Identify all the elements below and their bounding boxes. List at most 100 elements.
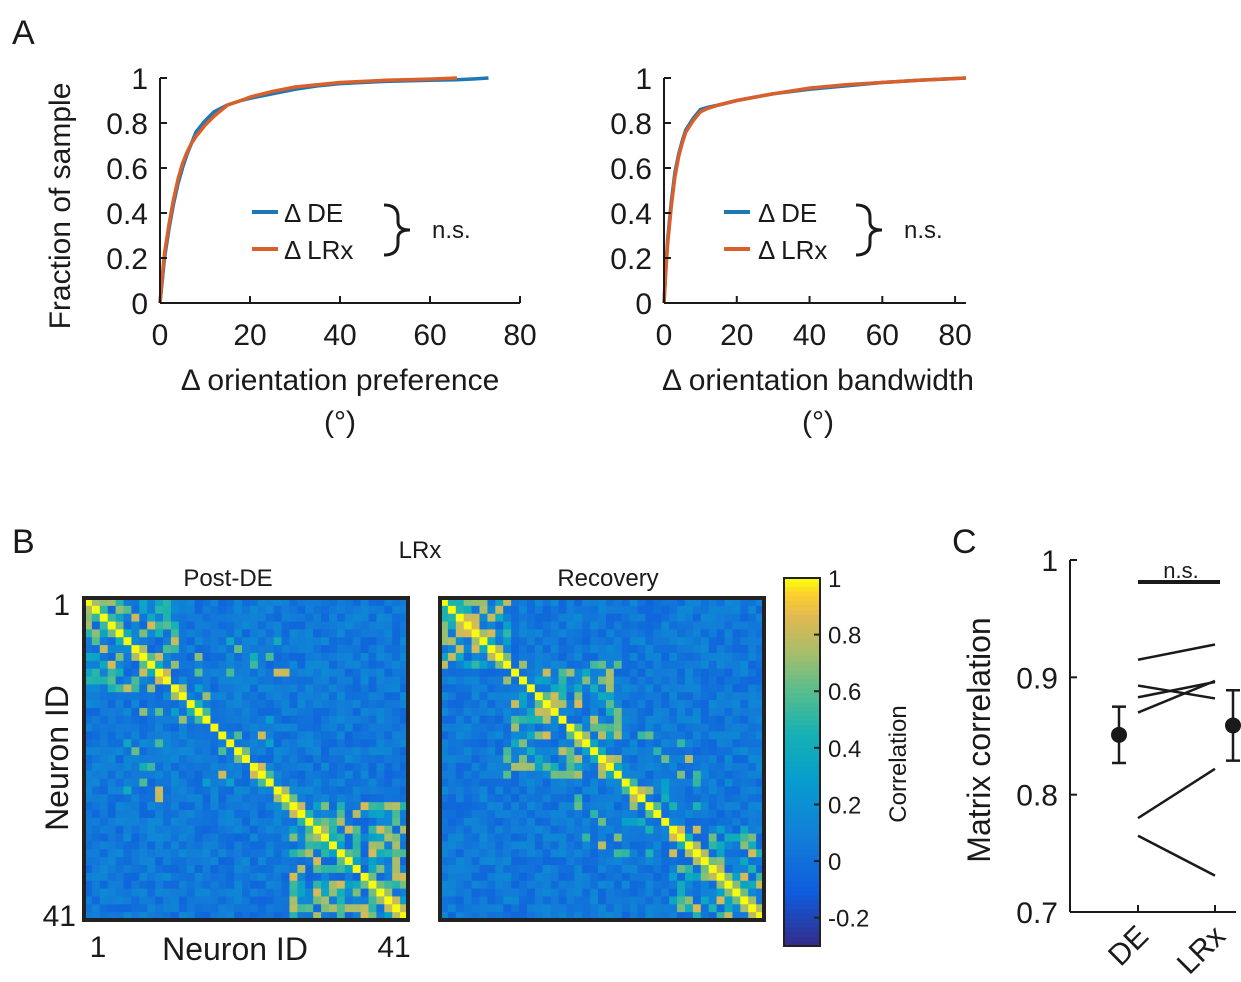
heatmap-cell [511, 802, 520, 811]
heatmap-cell [400, 645, 409, 654]
heatmap-cell [629, 770, 639, 780]
heatmap-cell [139, 755, 148, 764]
heatmap-cell [234, 723, 243, 733]
heatmap-cell [613, 660, 623, 670]
heatmap-cell [479, 621, 489, 631]
heatmap-cell [756, 880, 765, 890]
heatmap-cell [115, 605, 125, 615]
heatmap-cell [645, 747, 654, 756]
heatmap-cell [732, 888, 741, 898]
heatmap-cell [234, 684, 243, 693]
heatmap-cell [574, 605, 583, 615]
heatmap-cell [716, 770, 726, 780]
heatmap-cell [724, 700, 733, 709]
heatmap-cell [479, 629, 489, 638]
heatmap-cell [384, 857, 393, 866]
heatmap-cell [376, 778, 385, 788]
heatmap-cell [91, 637, 101, 646]
heatmap-cell [99, 896, 109, 905]
heatmap-cell [360, 857, 370, 866]
heatmap-cell [471, 778, 481, 788]
heatmap-cell [273, 912, 283, 921]
heatmap-cell [534, 770, 544, 780]
heatmap-cell [677, 872, 686, 882]
heatmap-cell [321, 841, 330, 850]
heatmap-cell [265, 857, 275, 866]
heatmap-cell [503, 723, 512, 733]
heatmap-cell [242, 841, 251, 850]
heatmap-cell [84, 723, 93, 733]
heatmap-cell [558, 731, 568, 740]
heatmap-cell [566, 700, 575, 709]
heatmap-cell [360, 833, 370, 843]
heatmap-cell [621, 645, 631, 654]
heatmap-cell [677, 739, 686, 748]
heatmap-cell [297, 700, 306, 709]
heatmap-cell [669, 786, 678, 795]
heatmap-cell [613, 849, 623, 858]
heatmap-cell [123, 880, 133, 890]
heatmap-cell [226, 762, 235, 772]
heatmap-cell [321, 896, 330, 905]
heatmap-cell [621, 841, 631, 850]
heatmap-cell [376, 865, 385, 874]
heatmap-cell [210, 865, 219, 874]
colorbar-segment [784, 849, 820, 855]
heatmap-cell [352, 770, 362, 780]
heatmap-cell [360, 598, 370, 607]
heatmap-cell [503, 810, 512, 819]
heatmap-cell [123, 637, 133, 646]
heatmap-cell [163, 770, 172, 780]
heatmap-cell [621, 700, 631, 709]
heatmap-cell [123, 652, 133, 662]
heatmap-cell [392, 739, 401, 748]
heatmap-cell [479, 833, 489, 843]
heatmap-cell [479, 692, 489, 701]
heatmap-cell [534, 692, 544, 701]
heatmap-cell [210, 598, 219, 607]
heatmap-cell [360, 676, 370, 685]
heatmap-cell [732, 723, 741, 733]
heatmap-cell [281, 849, 291, 858]
heatmap-cell [605, 872, 615, 882]
heatmap-cell [487, 598, 496, 607]
heatmap-cell [637, 833, 647, 843]
heatmap-cell [558, 692, 568, 701]
heatmap-cell [598, 786, 607, 795]
heatmap-cell [226, 692, 235, 701]
heatmap-cell [242, 598, 251, 607]
heatmap-cell [400, 778, 409, 788]
heatmap-cell [756, 762, 765, 772]
heatmap-cell [281, 912, 291, 921]
heatmap-cell [511, 857, 520, 866]
heatmap-cell [629, 605, 639, 615]
heatmap-cell [400, 668, 409, 678]
heatmap-cell [344, 755, 354, 764]
colorbar-tick-label: 0.6 [828, 679, 861, 706]
heatmap-cell [526, 762, 536, 772]
heatmap-cell [542, 904, 552, 913]
heatmap-cell [613, 692, 623, 701]
heatmap-cell [542, 668, 552, 678]
heatmap-cell [503, 731, 512, 740]
heatmap-cell [352, 786, 362, 795]
heatmap-cell [297, 762, 306, 772]
heatmap-cell [194, 865, 204, 874]
heatmap-cell [590, 637, 599, 646]
heatmap-cell [708, 865, 718, 874]
heatmap-cell [242, 739, 251, 748]
heatmap-cell [400, 904, 409, 913]
heatmap-cell [139, 692, 148, 701]
heatmap-cell [495, 833, 504, 843]
heatmap-cell [178, 794, 188, 803]
heatmap-cell [91, 621, 101, 631]
heatmap-cell [313, 849, 322, 858]
heatmap-cell [590, 715, 599, 725]
heatmap-cell [550, 629, 560, 638]
heatmap-cell [368, 888, 377, 898]
heatmap-cell [123, 794, 133, 803]
heatmap-cell [99, 668, 109, 678]
heatmap-cell [732, 872, 741, 882]
heatmap-cell [344, 857, 354, 866]
